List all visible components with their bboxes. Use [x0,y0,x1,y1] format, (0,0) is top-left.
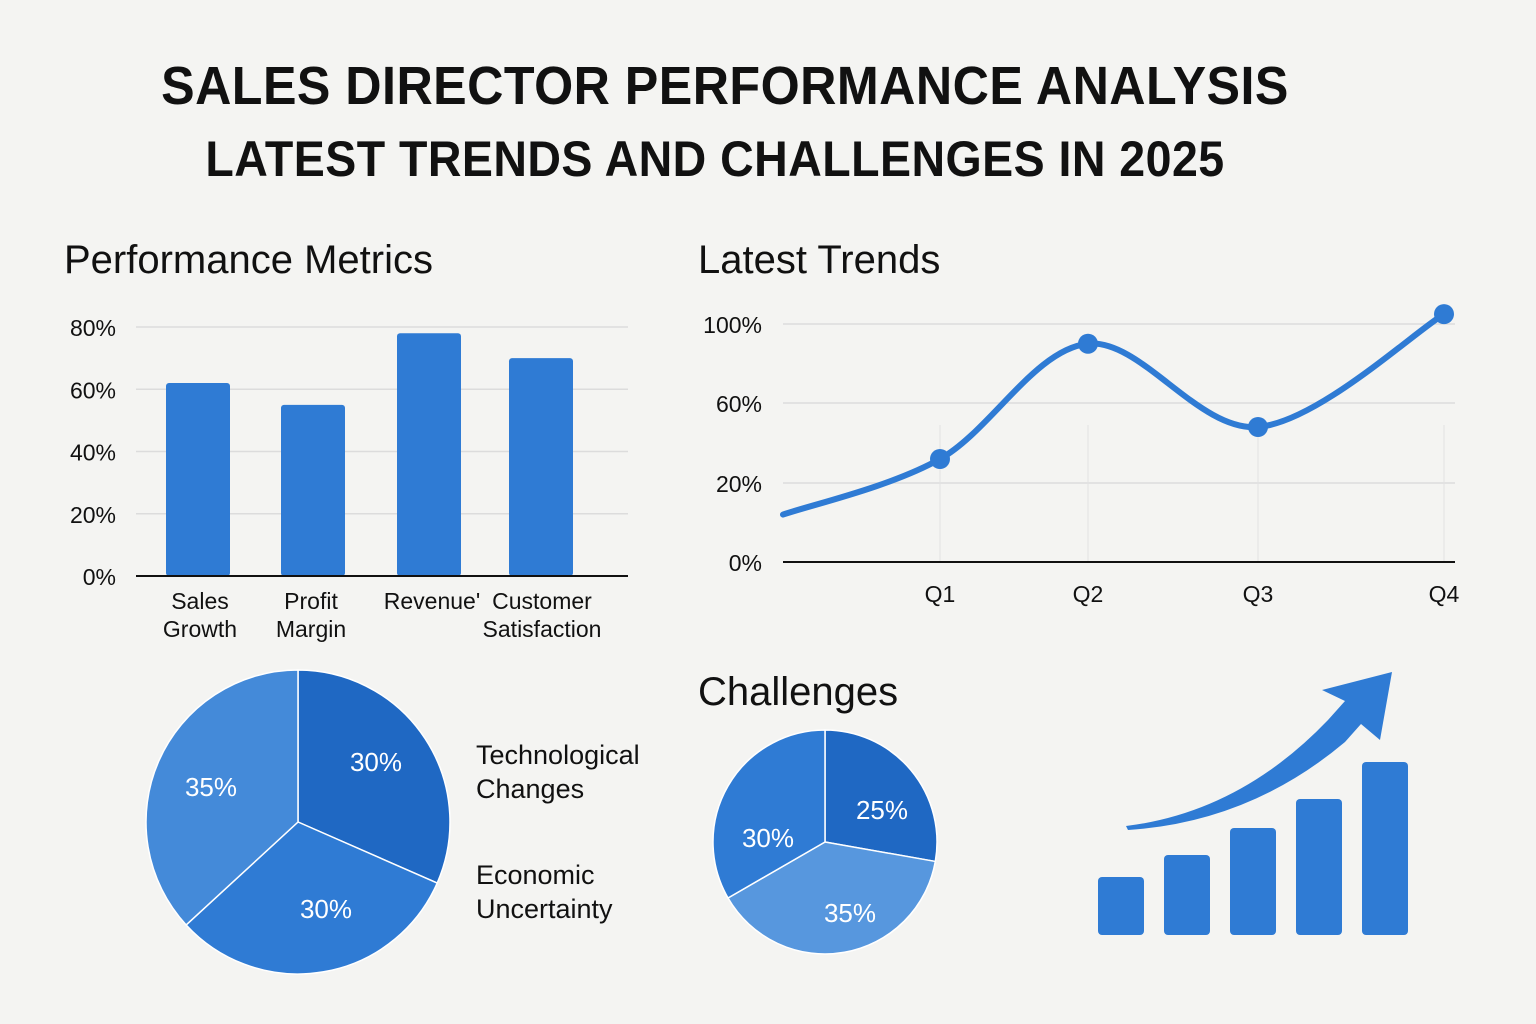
data-point [930,449,950,469]
y-tick-label: 80% [70,315,116,341]
pie-slice [145,669,299,927]
trend-line [780,311,1447,518]
y-tick-label: 100% [703,312,762,338]
y-tick-label: 0% [83,564,116,590]
bar [397,333,461,576]
x-tick-label: Q4 [1429,581,1460,607]
data-point [1078,333,1098,354]
x-category-label: Customer [492,588,592,614]
main-subtitle: LATEST TRENDS AND CHALLENGES IN 2025 [205,131,1225,187]
pie-slice [185,821,439,975]
challenges-heading: Challenges [698,670,899,714]
data-point [1434,304,1454,325]
legend-economic-uncertainty: Economic Uncertainty [476,858,613,926]
x-tick-label: Q1 [925,581,956,607]
x-tick-label: Q3 [1243,581,1274,607]
legend-technological-changes: Technological Changes [476,738,640,806]
x-category-label: Margin [276,616,346,642]
pie-slice-label: 30% [300,894,352,924]
pie-slice [297,669,451,885]
growth-bar [1296,799,1342,935]
trend-arrow-icon [1126,672,1392,830]
pie-slice [726,841,937,955]
pie-slice-label: 30% [350,747,402,777]
growth-bar [1362,762,1408,935]
x-category-label: Profit [284,588,338,614]
x-category-label: Revenue' [384,588,480,614]
latest-trends-heading: Latest Trends [698,238,941,282]
growth-bar [1164,855,1210,935]
growth-bar [1230,828,1276,935]
bar [281,404,345,576]
pie-slice-label: 35% [185,772,237,802]
y-tick-label: 60% [70,377,116,403]
y-tick-label: 0% [729,550,762,576]
legend-tech-line2: Changes [476,774,585,804]
x-category-label: Satisfaction [483,616,602,642]
legend-econ-line1: Economic [476,860,595,890]
legend-tech-line1: Technological [476,740,640,770]
bar [509,358,573,576]
x-category-label: Growth [163,616,237,642]
y-tick-label: 60% [716,391,762,417]
x-category-label: Sales [171,588,229,614]
data-point [1248,417,1268,437]
trends-line-chart: 0% 20% 60% 100% Q1 Q2 Q3 Q4 [703,304,1460,607]
performance-metrics-heading: Performance Metrics [64,238,433,282]
y-tick-label: 20% [70,502,116,528]
pie-slice-label: 25% [856,795,908,825]
pie-slice [824,729,938,863]
main-title: SALES DIRECTOR PERFORMANCE ANALYSIS [161,56,1289,116]
pie-slice-label: 30% [742,823,794,853]
growth-chart-icon [1098,672,1408,935]
challenges-pie-chart: 25% 35% 30% [712,729,938,955]
growth-bar [1098,877,1144,935]
performance-pie-chart: 30% 30% 35% [145,669,451,975]
pie-slice-label: 35% [824,898,876,928]
y-tick-label: 40% [70,440,116,466]
x-tick-label: Q2 [1073,581,1104,607]
pie-slice [712,729,826,900]
y-tick-label: 20% [716,471,762,497]
bar [166,383,230,576]
legend-econ-line2: Uncertainty [476,894,613,924]
